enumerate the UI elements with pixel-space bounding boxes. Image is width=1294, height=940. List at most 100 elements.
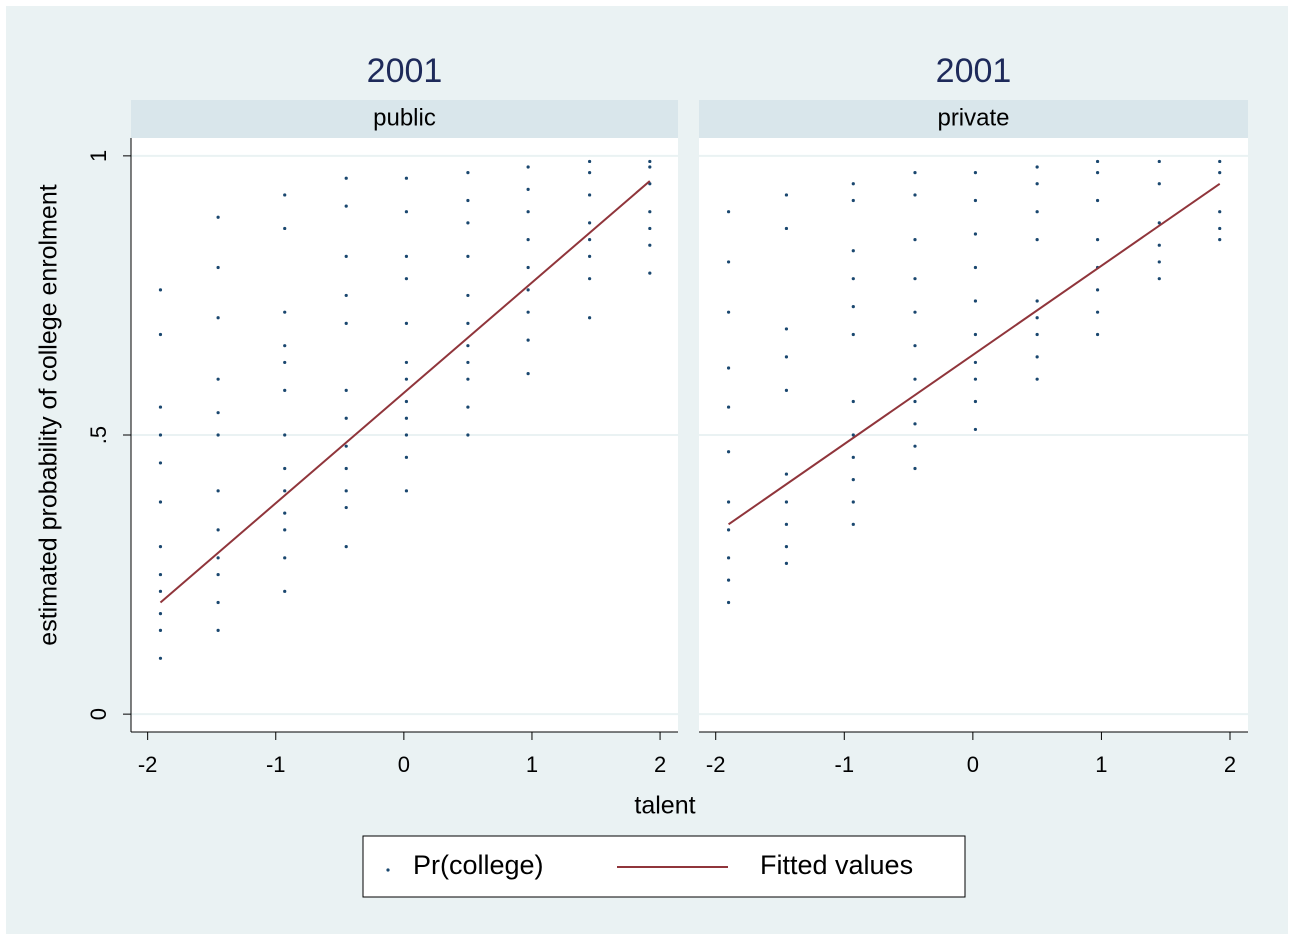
point (526, 338, 530, 342)
x-tick-label: 1 (526, 752, 538, 777)
point (913, 444, 917, 448)
point (726, 556, 731, 560)
point (851, 249, 855, 253)
point (784, 500, 789, 504)
point (344, 176, 348, 180)
point (283, 489, 287, 493)
point (973, 299, 978, 303)
point (283, 193, 287, 197)
point (726, 600, 731, 605)
point (588, 277, 592, 281)
point (913, 238, 917, 242)
y-axis-label: estimated probability of college enrolme… (35, 184, 63, 645)
point (851, 304, 855, 309)
point (1035, 238, 1039, 242)
point (726, 450, 731, 454)
point (1035, 355, 1039, 359)
point (726, 500, 731, 504)
point (851, 399, 855, 404)
point (344, 321, 348, 325)
point (784, 355, 789, 359)
point (588, 193, 592, 197)
point (588, 171, 592, 175)
x-tick-label: -1 (835, 752, 855, 777)
point (283, 388, 287, 392)
point (588, 254, 592, 258)
point (158, 405, 163, 409)
point (216, 433, 220, 437)
x-tick-label: 2 (654, 752, 666, 777)
point (344, 293, 348, 298)
point (466, 198, 470, 203)
point (1095, 238, 1100, 242)
point (1095, 332, 1100, 337)
point (404, 210, 409, 214)
point (404, 321, 409, 325)
x-tick-label: 0 (398, 752, 410, 777)
point (466, 254, 470, 258)
x-tick-label: -2 (706, 752, 726, 777)
point (283, 344, 287, 348)
point (404, 455, 409, 459)
point (1095, 198, 1100, 203)
point (216, 572, 220, 577)
point (726, 210, 731, 214)
point (158, 628, 163, 632)
point (913, 277, 917, 281)
point (344, 416, 348, 420)
point (588, 316, 592, 320)
point (913, 171, 917, 175)
point (158, 572, 163, 577)
point (851, 182, 855, 186)
point (466, 293, 470, 298)
point (158, 612, 163, 616)
point (216, 528, 220, 532)
point (851, 478, 855, 482)
point (283, 556, 287, 560)
point (726, 405, 731, 409)
point (158, 656, 163, 660)
point (526, 265, 530, 270)
point (1218, 238, 1222, 242)
point (1095, 171, 1100, 175)
point (526, 165, 530, 169)
point (466, 321, 470, 325)
point (1095, 288, 1100, 292)
point (784, 226, 789, 231)
point (1035, 299, 1039, 303)
point (283, 589, 287, 593)
point (913, 422, 917, 426)
point (344, 204, 348, 208)
point (1035, 332, 1039, 337)
legend-marker (386, 868, 390, 872)
point (158, 589, 163, 593)
point (404, 254, 409, 258)
point (158, 545, 163, 549)
point (1157, 221, 1161, 225)
point (913, 377, 917, 381)
point (158, 332, 163, 337)
point (973, 399, 978, 404)
point (466, 360, 470, 365)
point (851, 433, 855, 437)
x-tick-label: -1 (266, 752, 286, 777)
point (404, 489, 409, 493)
point (526, 310, 530, 314)
point (283, 226, 287, 231)
point (404, 416, 409, 420)
point (588, 238, 592, 242)
point (1035, 316, 1039, 320)
strip (131, 100, 678, 138)
panel-title: 2001 (367, 52, 443, 90)
point (216, 600, 220, 605)
point (973, 265, 978, 270)
point (404, 360, 409, 365)
point (283, 511, 287, 515)
point (648, 243, 652, 247)
point (344, 388, 348, 392)
point (648, 210, 652, 214)
point (1095, 159, 1100, 164)
point (404, 176, 409, 180)
panel-subtitle: public (373, 104, 436, 131)
